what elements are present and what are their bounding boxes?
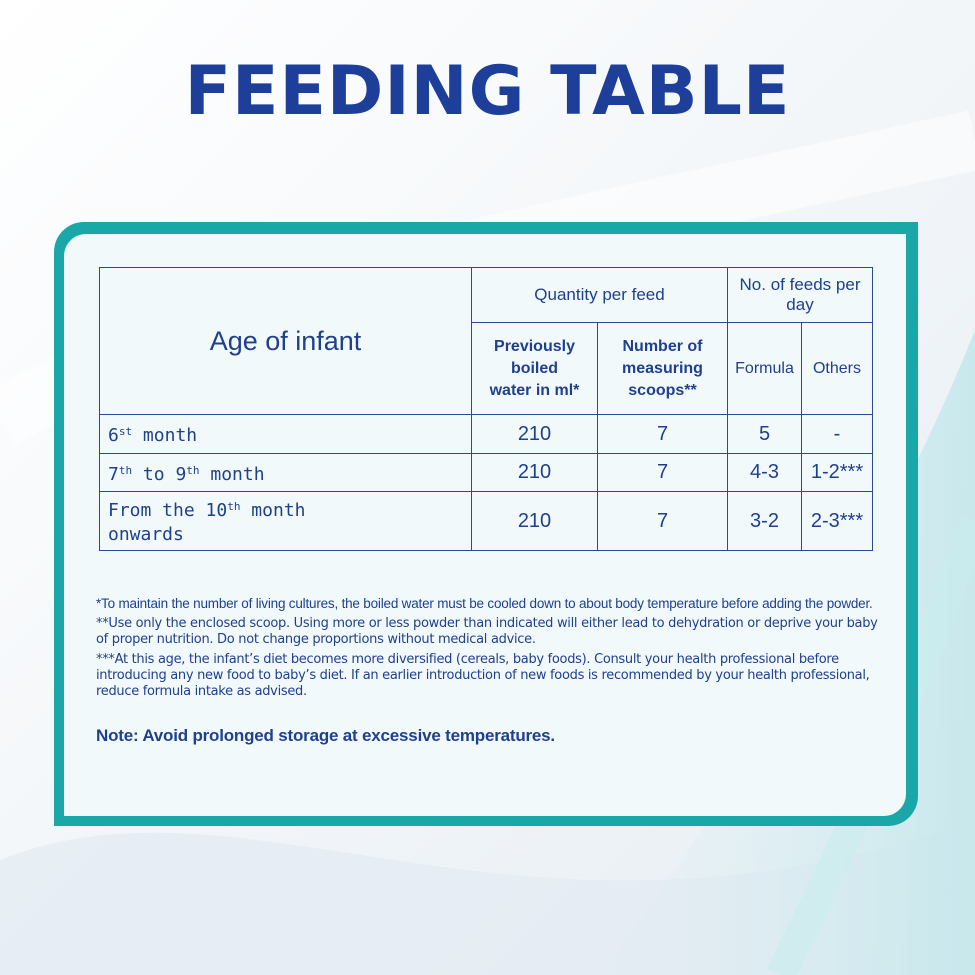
table-row: From the 10th month onwards 210 7 3-2 2-… <box>99 491 873 551</box>
age-text: 6 <box>108 425 119 446</box>
age-cell: From the 10th month onwards <box>99 491 472 551</box>
footnotes: *To maintain the number of living cultur… <box>96 596 880 763</box>
water-header: Previously boiled water in ml* <box>471 322 598 415</box>
scoops-cell: 7 <box>597 414 728 454</box>
others-cell: - <box>801 414 873 454</box>
age-of-infant-header: Age of infant <box>99 267 472 415</box>
water-cell: 210 <box>471 414 598 454</box>
age-superscript: th <box>186 463 200 477</box>
scoops-header-line1: Number of <box>622 337 703 355</box>
age-text: From the 10 <box>108 500 228 521</box>
age-text-rest: month <box>132 425 198 446</box>
age-superscript: th <box>118 463 133 477</box>
formula-cell: 4-3 <box>727 453 802 492</box>
others-header: Others <box>801 322 873 415</box>
age-text-line2: onwards <box>108 524 184 545</box>
storage-note: Note: Avoid prolonged storage at excessi… <box>96 726 555 745</box>
age-cell: 7th to 9th month <box>99 453 472 492</box>
water-cell: 210 <box>471 453 598 492</box>
age-text: 7 <box>108 463 119 485</box>
others-cell: 2-3*** <box>801 491 873 551</box>
footnote-water: *To maintain the number of living cultur… <box>96 596 873 611</box>
age-superscript: th <box>227 500 241 513</box>
scoops-header-line2: measuring scoops** <box>622 359 703 399</box>
page-title: FEEDING TABLE <box>184 52 791 131</box>
age-superscript: st <box>118 425 133 438</box>
footnote-scoop: **Use only the enclosed scoop. Using mor… <box>96 616 878 647</box>
table-row: 7th to 9th month 210 7 4-3 1-2*** <box>99 453 873 492</box>
age-cell: 6st month <box>99 414 472 454</box>
formula-cell: 3-2 <box>727 491 802 551</box>
scoops-cell: 7 <box>597 491 728 551</box>
age-text-rest: month <box>240 500 306 521</box>
formula-cell: 5 <box>727 414 802 454</box>
scoops-cell: 7 <box>597 453 728 492</box>
age-text-rest: month <box>199 463 265 485</box>
water-header-line2: water in ml* <box>489 381 580 399</box>
feeding-table: Age of infant Quantity per feed No. of f… <box>99 267 873 551</box>
others-cell: 1-2*** <box>801 453 873 492</box>
formula-header: Formula <box>727 322 802 415</box>
age-text-mid: to 9 <box>132 463 187 485</box>
table-row: 6st month 210 7 5 - <box>99 414 873 454</box>
water-header-line1: Previously boiled <box>494 337 575 377</box>
quantity-per-feed-header: Quantity per feed <box>471 267 728 323</box>
footnote-diet: ***At this age, the infant’s diet become… <box>96 652 870 699</box>
water-cell: 210 <box>471 491 598 551</box>
feeds-per-day-header: No. of feeds per day <box>727 267 873 323</box>
scoops-header: Number of measuring scoops** <box>597 322 728 415</box>
